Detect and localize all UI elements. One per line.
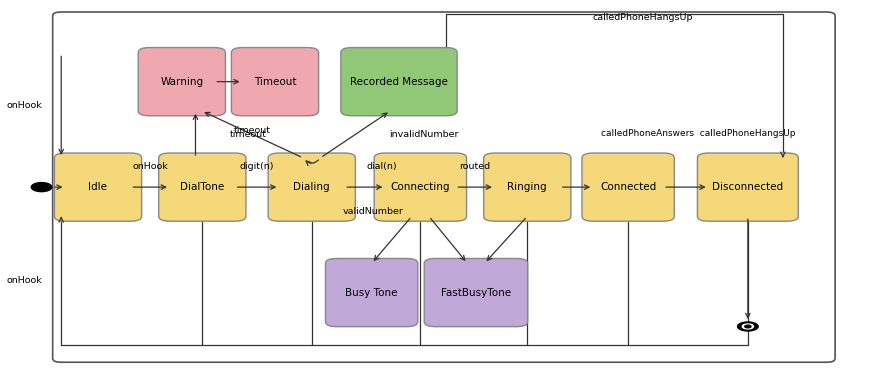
FancyBboxPatch shape: [138, 48, 225, 116]
FancyBboxPatch shape: [341, 48, 456, 116]
Text: validNumber: validNumber: [342, 207, 403, 216]
Text: routed: routed: [459, 162, 490, 171]
Text: timeout: timeout: [234, 126, 270, 135]
Circle shape: [737, 322, 757, 331]
Text: Connecting: Connecting: [390, 182, 449, 192]
FancyBboxPatch shape: [231, 48, 318, 116]
Text: Idle: Idle: [89, 182, 108, 192]
Text: Connected: Connected: [600, 182, 655, 192]
Text: digit(n): digit(n): [240, 162, 274, 171]
FancyBboxPatch shape: [158, 153, 246, 221]
Text: Dialing: Dialing: [293, 182, 329, 192]
Text: invalidNumber: invalidNumber: [389, 130, 459, 139]
Text: Recorded Message: Recorded Message: [349, 77, 448, 87]
Text: FastBusyTone: FastBusyTone: [441, 288, 510, 297]
Text: calledPhoneAnswers  calledPhoneHangsUp: calledPhoneAnswers calledPhoneHangsUp: [600, 129, 794, 138]
Circle shape: [741, 324, 753, 329]
Text: timeout: timeout: [229, 130, 267, 139]
FancyBboxPatch shape: [325, 259, 417, 327]
Text: Warning: Warning: [160, 77, 203, 87]
FancyBboxPatch shape: [581, 153, 673, 221]
Text: DialTone: DialTone: [180, 182, 224, 192]
FancyBboxPatch shape: [424, 259, 527, 327]
FancyBboxPatch shape: [268, 153, 355, 221]
Text: calledPhoneHangsUp: calledPhoneHangsUp: [592, 13, 692, 22]
FancyBboxPatch shape: [697, 153, 798, 221]
Text: Disconnected: Disconnected: [712, 182, 783, 192]
Circle shape: [744, 325, 750, 328]
FancyBboxPatch shape: [374, 153, 466, 221]
Text: Ringing: Ringing: [507, 182, 547, 192]
Circle shape: [31, 183, 52, 192]
Text: Busy Tone: Busy Tone: [345, 288, 397, 297]
FancyBboxPatch shape: [483, 153, 570, 221]
Text: Timeout: Timeout: [254, 77, 296, 87]
FancyBboxPatch shape: [55, 153, 142, 221]
Text: dial(n): dial(n): [366, 162, 397, 171]
Text: onHook: onHook: [7, 276, 43, 285]
Text: onHook: onHook: [7, 101, 43, 110]
Text: onHook: onHook: [132, 162, 168, 171]
